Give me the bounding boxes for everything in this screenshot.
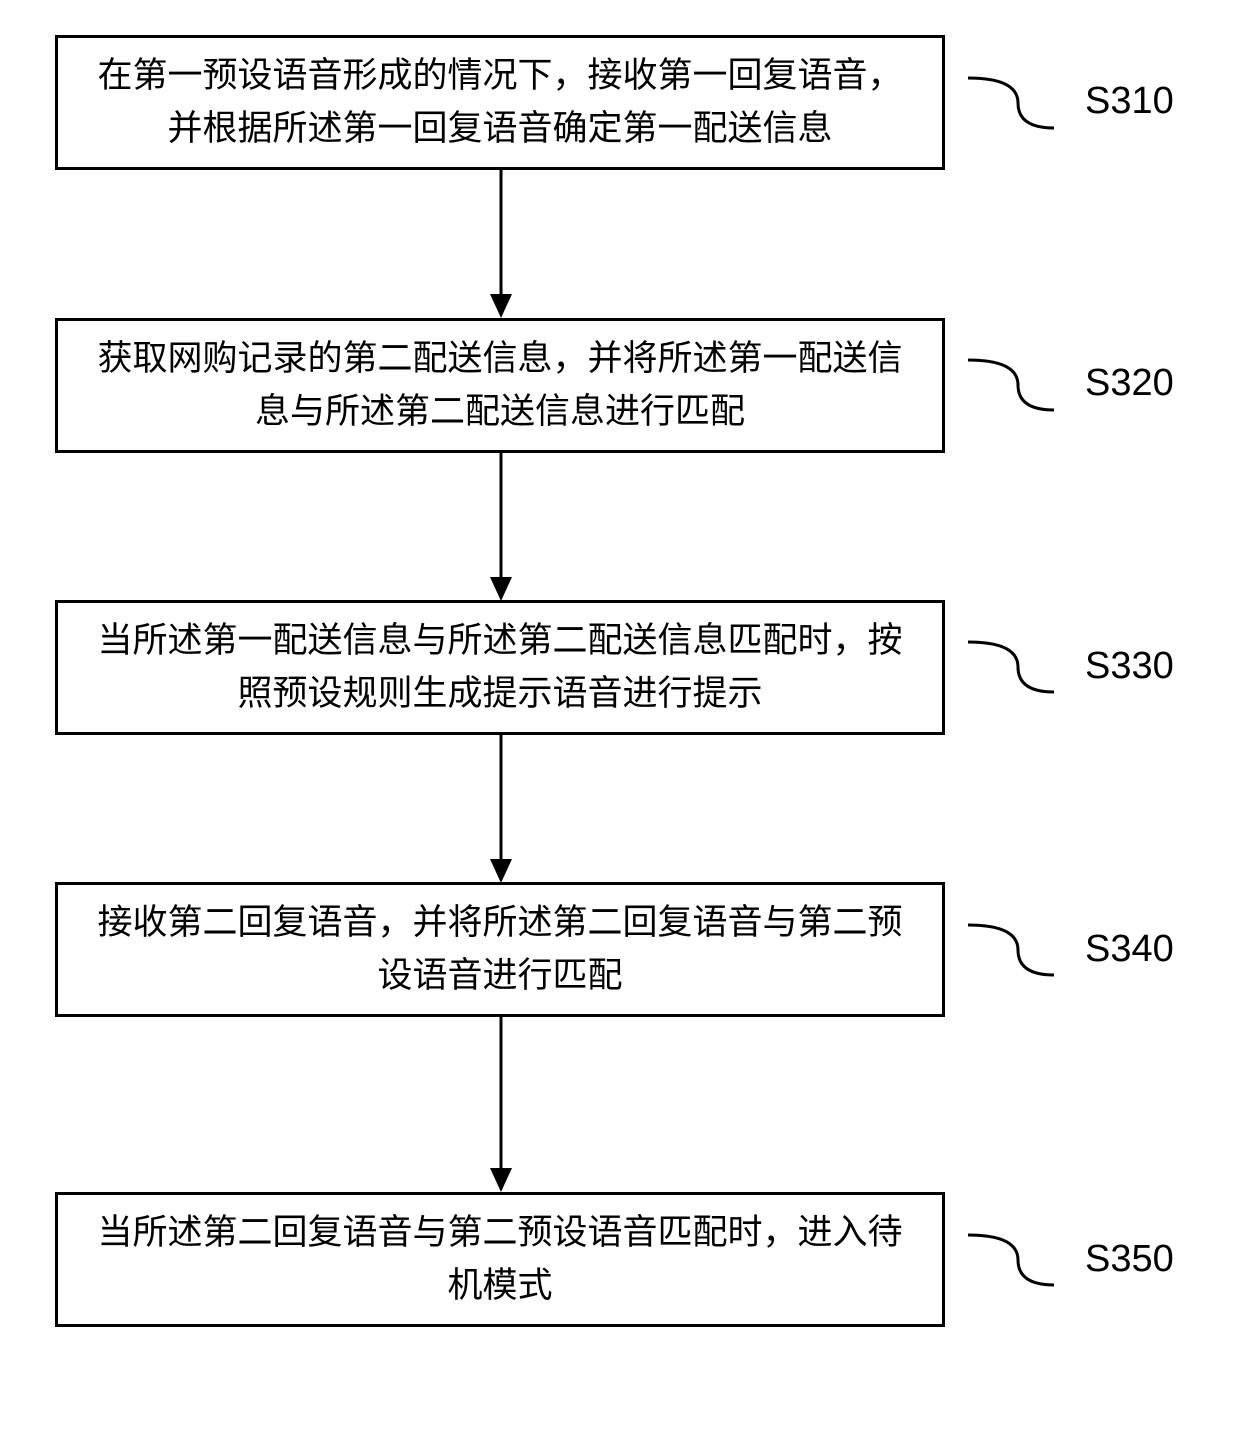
brace-s310	[958, 68, 1068, 138]
arrow-s330-s340	[488, 735, 514, 885]
step-text: 获取网购记录的第二配送信息，并将所述第一配送信息与所述第二配送信息进行匹配	[86, 333, 914, 438]
arrow-s310-s320	[488, 170, 514, 320]
brace-s320	[958, 350, 1068, 420]
step-label-s350: S350	[1085, 1238, 1174, 1281]
step-box-s320: 获取网购记录的第二配送信息，并将所述第一配送信息与所述第二配送信息进行匹配	[55, 318, 945, 453]
brace-s350	[958, 1225, 1068, 1295]
arrow-s320-s330	[488, 453, 514, 603]
brace-s330	[958, 632, 1068, 702]
step-label-s310: S310	[1085, 80, 1174, 123]
step-label-s320: S320	[1085, 362, 1174, 405]
flowchart-container: 在第一预设语音形成的情况下，接收第一回复语音，并根据所述第一回复语音确定第一配送…	[0, 0, 1240, 1429]
step-text: 在第一预设语音形成的情况下，接收第一回复语音，并根据所述第一回复语音确定第一配送…	[86, 50, 914, 155]
step-box-s340: 接收第二回复语音，并将所述第二回复语音与第二预设语音进行匹配	[55, 882, 945, 1017]
step-label-s340: S340	[1085, 928, 1174, 971]
step-text: 当所述第一配送信息与所述第二配送信息匹配时，按照预设规则生成提示语音进行提示	[86, 615, 914, 720]
step-text: 接收第二回复语音，并将所述第二回复语音与第二预设语音进行匹配	[86, 897, 914, 1002]
step-box-s330: 当所述第一配送信息与所述第二配送信息匹配时，按照预设规则生成提示语音进行提示	[55, 600, 945, 735]
step-label-s330: S330	[1085, 645, 1174, 688]
arrow-s340-s350	[488, 1017, 514, 1195]
step-box-s350: 当所述第二回复语音与第二预设语音匹配时，进入待机模式	[55, 1192, 945, 1327]
step-text: 当所述第二回复语音与第二预设语音匹配时，进入待机模式	[86, 1207, 914, 1312]
brace-s340	[958, 915, 1068, 985]
step-box-s310: 在第一预设语音形成的情况下，接收第一回复语音，并根据所述第一回复语音确定第一配送…	[55, 35, 945, 170]
